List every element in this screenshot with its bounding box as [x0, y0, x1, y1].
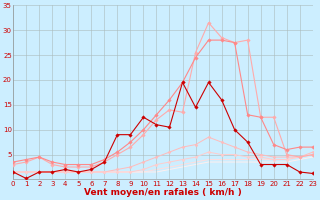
X-axis label: Vent moyen/en rafales ( km/h ): Vent moyen/en rafales ( km/h )	[84, 188, 242, 197]
